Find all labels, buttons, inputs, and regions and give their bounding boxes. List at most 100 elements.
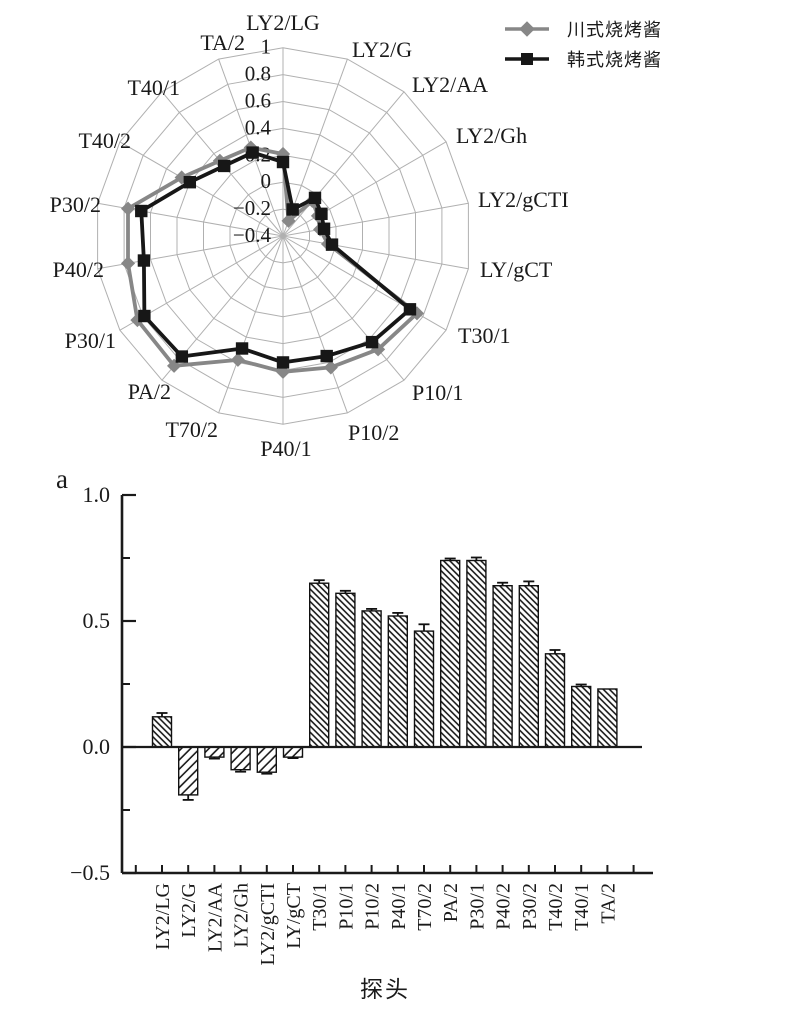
svg-text:P40/2: P40/2 (493, 883, 515, 930)
svg-text:LY2/Gh: LY2/Gh (456, 123, 527, 148)
svg-text:P10/1: P10/1 (335, 883, 357, 930)
svg-text:LY2/AA: LY2/AA (412, 72, 488, 97)
svg-text:0: 0 (261, 169, 272, 193)
bar (466, 559, 487, 748)
svg-text:PA/2: PA/2 (128, 379, 171, 404)
svg-text:P10/1: P10/1 (412, 380, 463, 405)
svg-text:0.5: 0.5 (83, 608, 111, 633)
diamond-marker-icon (505, 21, 549, 37)
bar (518, 584, 539, 748)
svg-text:LY2/LG: LY2/LG (152, 883, 174, 950)
svg-text:−0.2: −0.2 (233, 196, 271, 220)
svg-text:T70/2: T70/2 (414, 883, 436, 931)
square-marker-icon (320, 349, 333, 363)
svg-text:TA/2: TA/2 (597, 883, 619, 924)
square-marker-icon (315, 207, 328, 221)
square-marker-icon (403, 303, 417, 316)
svg-text:T30/1: T30/1 (309, 883, 331, 931)
svg-text:P30/2: P30/2 (50, 192, 101, 217)
svg-text:P40/1: P40/1 (260, 436, 311, 461)
bar (204, 746, 225, 758)
svg-text:LY2/AA: LY2/AA (204, 882, 226, 952)
svg-text:P10/2: P10/2 (362, 883, 384, 930)
svg-text:0.6: 0.6 (245, 89, 271, 113)
square-marker-icon (505, 53, 549, 65)
svg-text:PA/2: PA/2 (440, 883, 462, 922)
square-marker-icon (365, 335, 379, 349)
svg-text:TA/2: TA/2 (200, 30, 245, 55)
svg-text:T40/1: T40/1 (127, 75, 180, 100)
legend-item-hanshi: 韩式烧烤酱 (503, 44, 662, 74)
square-marker-icon (317, 222, 331, 235)
svg-text:LY2/Gh: LY2/Gh (231, 883, 253, 948)
radar-radial-tick-labels: 10.80.60.40.20−0.2−0.4 (233, 35, 272, 247)
svg-text:LY2/G: LY2/G (178, 883, 200, 938)
svg-text:P30/1: P30/1 (466, 883, 488, 930)
bar (309, 582, 330, 748)
square-marker-icon (218, 159, 231, 173)
bar (151, 716, 173, 748)
svg-text:LY/gCT: LY/gCT (480, 257, 553, 282)
bar (256, 746, 277, 773)
diamond-marker-icon (281, 213, 296, 228)
bar (335, 592, 356, 748)
bar (361, 610, 382, 748)
legend-label-chuanshi: 川式烧烤酱 (567, 20, 662, 40)
diamond-marker-icon (323, 360, 338, 375)
svg-text:LY/gCT: LY/gCT (283, 883, 305, 949)
bar (230, 746, 251, 771)
svg-text:1.0: 1.0 (83, 482, 111, 507)
svg-text:LY2/gCTI: LY2/gCTI (257, 883, 279, 965)
svg-text:T40/2: T40/2 (545, 883, 567, 931)
svg-text:0.8: 0.8 (245, 62, 271, 86)
panel-label: a (56, 464, 68, 494)
svg-text:P30/1: P30/1 (65, 328, 116, 353)
svg-text:P40/2: P40/2 (53, 257, 104, 282)
diamond-marker-icon (230, 352, 245, 367)
svg-text:T40/2: T40/2 (78, 128, 131, 153)
bar-series (151, 559, 618, 796)
bar (571, 685, 592, 748)
bar (492, 584, 513, 748)
legend: 川式烧烤酱 韩式烧烤酱 (503, 14, 662, 74)
svg-text:P10/2: P10/2 (348, 420, 399, 445)
bar (544, 653, 566, 748)
radar-chart: 10.80.60.40.20−0.2−0.4LY2/LGLY2/GLY2/AAL… (50, 10, 569, 461)
diamond-marker-icon (120, 256, 136, 271)
bar-chart: 1.0 0.5 0.0 −0.5 LY2/LG LY2/G LY2/AA LY2/Gh LY2/… (70, 482, 653, 965)
legend-item-chuanshi: 川式烧烤酱 (503, 14, 662, 44)
square-marker-icon (235, 342, 249, 355)
error-bars (156, 556, 587, 801)
svg-text:T30/1: T30/1 (458, 323, 511, 348)
radar-series-chuanshi (120, 140, 425, 379)
radar-series-hanshi (135, 146, 417, 369)
svg-text:P30/2: P30/2 (519, 883, 541, 930)
square-marker-icon (138, 309, 151, 323)
x-axis-title: 探头 (360, 977, 410, 1002)
square-marker-icon (276, 155, 290, 169)
legend-label-hanshi: 韩式烧烤酱 (567, 50, 662, 70)
square-marker-icon (246, 146, 259, 159)
square-marker-icon (325, 238, 339, 251)
svg-text:P40/1: P40/1 (388, 883, 410, 930)
y-tick-labels: 1.0 0.5 0.0 −0.5 (70, 482, 110, 885)
bar (440, 559, 461, 748)
bar (387, 615, 408, 748)
svg-text:LY2/LG: LY2/LG (246, 10, 320, 35)
svg-text:0.4: 0.4 (245, 115, 272, 139)
square-marker-icon (135, 204, 148, 218)
x-category-labels: LY2/LG LY2/G LY2/AA LY2/Gh LY2/gCTI LY/gCT T30… (152, 882, 619, 965)
axes (120, 493, 653, 875)
square-marker-icon (286, 203, 299, 216)
svg-text:LY2/gCTI: LY2/gCTI (478, 187, 569, 212)
svg-text:−0.5: −0.5 (70, 860, 110, 885)
svg-text:0.0: 0.0 (83, 734, 111, 759)
square-marker-icon (175, 350, 189, 363)
svg-text:T40/1: T40/1 (571, 883, 593, 931)
bar (413, 630, 435, 748)
bar (597, 688, 618, 748)
svg-text:T70/2: T70/2 (165, 417, 218, 442)
svg-text:LY2/G: LY2/G (352, 37, 412, 62)
